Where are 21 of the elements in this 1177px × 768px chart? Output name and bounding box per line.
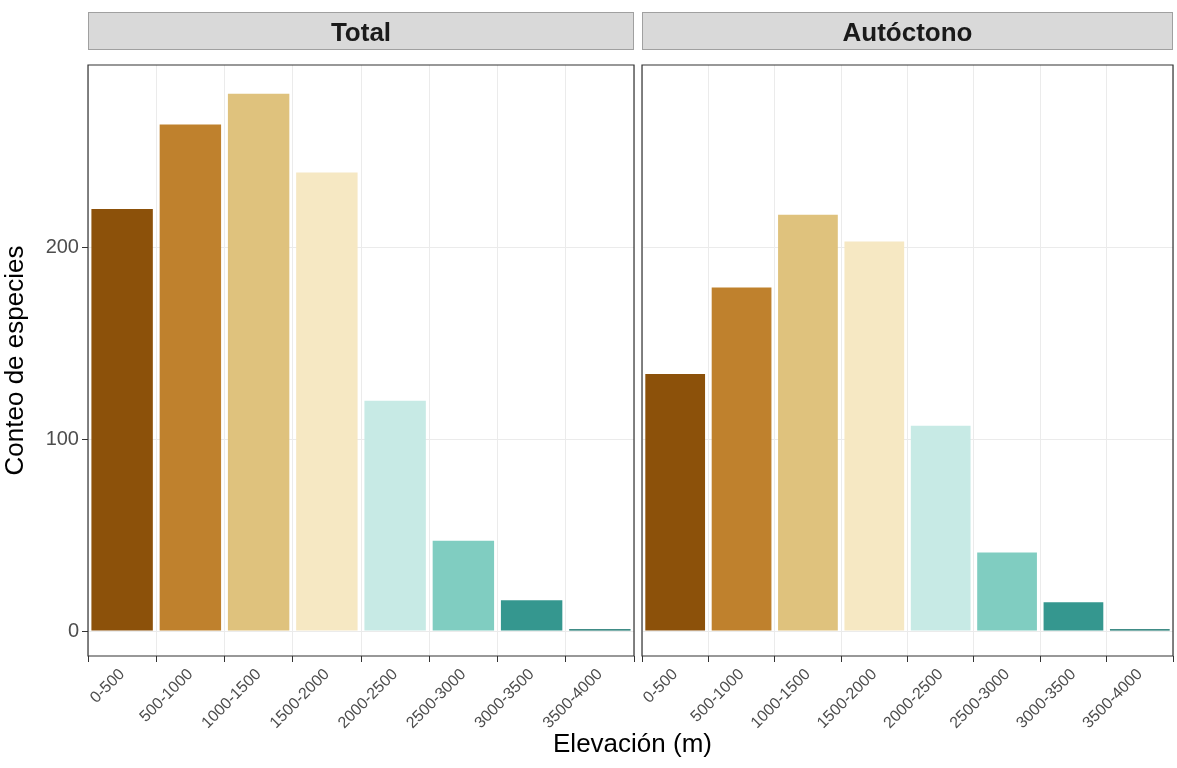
bar [1043, 602, 1104, 631]
bar [977, 552, 1037, 631]
bar [159, 124, 222, 631]
chart-title: Autóctono [642, 12, 1173, 50]
y-tick-label: 0 [67, 618, 79, 641]
bar [844, 241, 905, 631]
chart-title: Total [88, 12, 634, 50]
bar [910, 425, 971, 631]
y-tick-label: 100 [45, 426, 79, 449]
bar [645, 373, 706, 631]
bar [778, 214, 838, 631]
bar [227, 93, 290, 631]
y-axis-title: Conteo de especies [0, 245, 29, 476]
bar [500, 600, 563, 631]
bar [432, 540, 495, 631]
bar [364, 400, 426, 631]
bar [711, 287, 772, 631]
bar [91, 208, 153, 631]
bar [296, 172, 358, 631]
x-axis-title: Elevación (m) [553, 728, 712, 758]
y-tick-label: 200 [45, 234, 79, 257]
